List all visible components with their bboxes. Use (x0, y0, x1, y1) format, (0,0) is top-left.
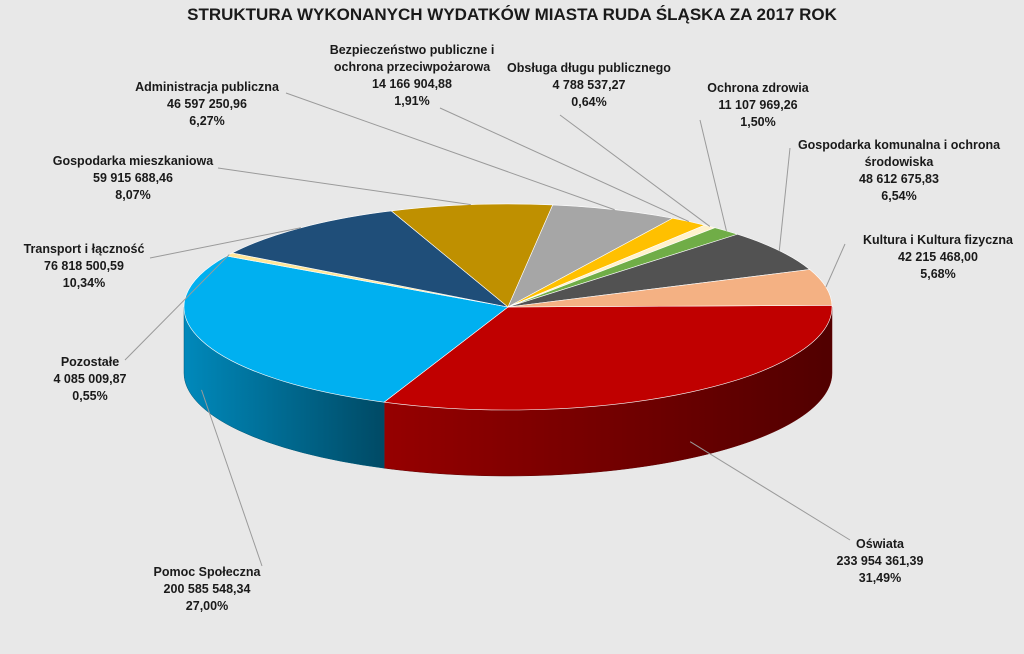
slice-percent-label: 27,00% (186, 599, 228, 613)
slice-label-gospodarka-mieszkaniowa: Gospodarka mieszkaniowa 59 915 688,46 8,07… (53, 154, 215, 202)
slice-name-label: środowiska (865, 155, 935, 169)
slice-gospodarka-komunalna-i-ochrona-srodowiska (507, 233, 811, 308)
slice-name-label: Kultura i Kultura fizyczna (863, 233, 1014, 247)
leader-line-pomoc-spoleczna (201, 389, 263, 567)
slice-percent-label: 1,50% (740, 115, 775, 129)
leader-lines (124, 92, 851, 567)
leader-line-obsluga-dlugu-publicznego (559, 114, 711, 227)
slice-label-oswiata: Oświata 233 954 361,39 31,49% (837, 537, 924, 585)
slice-value-label: 200 585 548,34 (164, 582, 251, 596)
leader-line-kultura-i-kultura-fizyczna (825, 243, 846, 288)
leader-line-gospodarka-komunalna-i-ochrona-srodowiska (778, 147, 791, 251)
slice-value-label: 46 597 250,96 (167, 97, 247, 111)
slice-value-label: 11 107 969,26 (718, 98, 797, 112)
slice-percent-label: 1,91% (394, 94, 429, 108)
slice-name-label: ochrona przeciwpożarowa (334, 60, 491, 74)
slice-name-label: Pomoc Społeczna (154, 565, 262, 579)
slice-label-obsluga-dlugu-publicznego: Obsługa długu publicznego 4 788 537,27 0,6… (507, 61, 671, 109)
leader-line-ochrona-zdrowia (699, 119, 727, 232)
slice-name-label: Oświata (856, 537, 905, 551)
slice-value-label: 76 818 500,59 (44, 259, 124, 273)
slice-percent-label: 6,54% (881, 189, 916, 203)
slice-label-gospodarka-komunalna-i-ochrona-srodowiska: Gospodarka komunalna i ochrona środowiska… (798, 138, 1001, 203)
slice-transport-i-lacznosc (231, 210, 509, 308)
slice-value-label: 59 915 688,46 (93, 171, 173, 185)
slice-name-label: Pozostałe (61, 355, 119, 369)
slice-value-label: 14 166 904,88 (372, 77, 452, 91)
slice-label-bezpieczenstwo-publiczne-i-ochrona-przeciwpozarowa: Bezpieczeństwo publiczne i ochrona przeci… (330, 43, 495, 108)
slice-percent-label: 6,27% (189, 114, 224, 128)
slice-label-kultura-i-kultura-fizyczna: Kultura i Kultura fizyczna 42 215 468,00 5… (863, 233, 1014, 281)
slice-label-pozostale: Pozostałe 4 085 009,87 0,55% (54, 355, 127, 403)
slice-name-label: Bezpieczeństwo publiczne i (330, 43, 495, 57)
slice-value-label: 233 954 361,39 (837, 554, 924, 568)
slice-name-label: Administracja publiczna (135, 80, 280, 94)
slice-name-label: Transport i łączność (24, 242, 145, 256)
leader-line-administracja-publiczna (285, 92, 615, 211)
slice-oswiata (383, 305, 833, 411)
slice-value-label: 4 085 009,87 (54, 372, 127, 386)
slice-percent-label: 0,55% (72, 389, 107, 403)
slice-percent-label: 5,68% (920, 267, 955, 281)
chart-title: STRUKTURA WYKONANYCH WYDATKÓW MIASTA RUD… (187, 5, 837, 24)
slice-label-transport-i-lacznosc: Transport i łączność 76 818 500,59 10,34% (24, 242, 145, 290)
slice-value-label: 42 215 468,00 (898, 250, 978, 264)
slice-percent-label: 10,34% (63, 276, 105, 290)
leader-line-pozostale (124, 254, 230, 361)
slice-label-administracja-publiczna: Administracja publiczna 46 597 250,96 6,27… (135, 80, 280, 128)
leader-line-oswiata (689, 441, 851, 541)
slice-gospodarka-mieszkaniowa (390, 203, 554, 308)
slice-value-label: 48 612 675,83 (859, 172, 939, 186)
slice-value-label: 4 788 537,27 (553, 78, 626, 92)
slice-percent-label: 8,07% (115, 188, 150, 202)
slice-name-label: Gospodarka komunalna i ochrona (798, 138, 1001, 152)
slice-label-ochrona-zdrowia: Ochrona zdrowia 11 107 969,26 1,50% (707, 81, 809, 129)
leader-line-bezpieczenstwo-publiczne-i-ochrona-przeciwpozarowa (439, 107, 690, 223)
slice-name-label: Ochrona zdrowia (707, 81, 809, 95)
slice-labels: Oświata 233 954 361,39 31,49% Pomoc Społecz… (24, 43, 1014, 613)
leader-line-transport-i-lacznosc (149, 227, 302, 259)
slice-label-pomoc-spoleczna: Pomoc Społeczna 200 585 548,34 27,00% (154, 565, 262, 613)
slice-name-label: Obsługa długu publicznego (507, 61, 671, 75)
leader-line-gospodarka-mieszkaniowa (217, 167, 471, 206)
pie-top-faces (183, 203, 833, 411)
slice-percent-label: 31,49% (859, 571, 901, 585)
slice-name-label: Gospodarka mieszkaniowa (53, 154, 215, 168)
slice-percent-label: 0,64% (571, 95, 606, 109)
